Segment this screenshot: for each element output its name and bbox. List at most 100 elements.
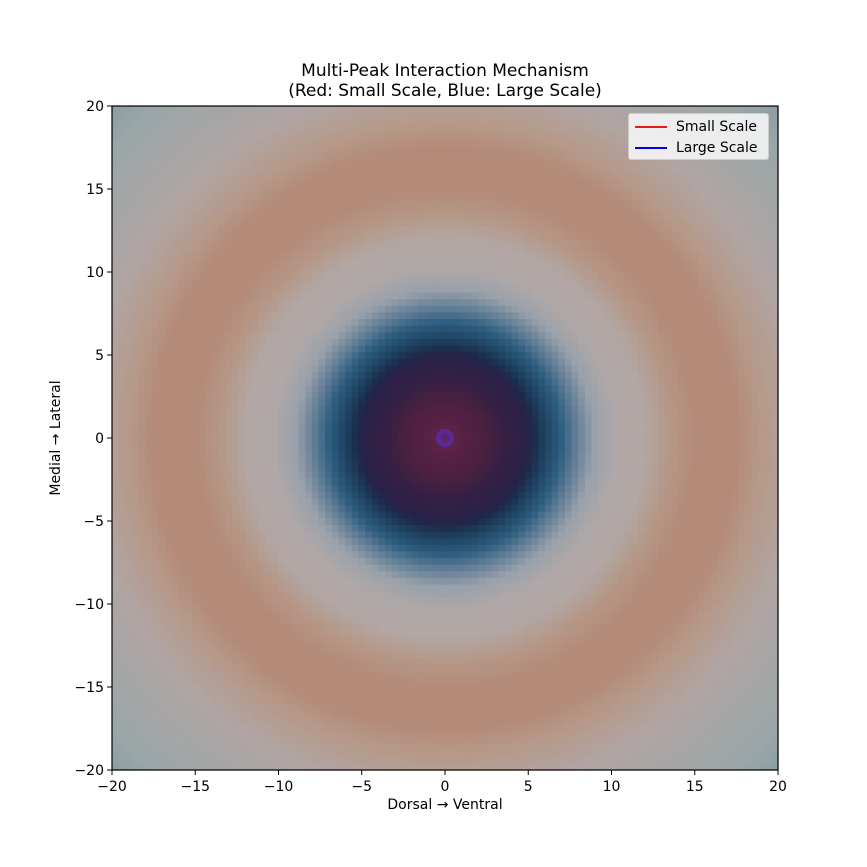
heatmap-cell	[405, 497, 413, 505]
heatmap-cell	[218, 524, 226, 532]
heatmap-cell	[171, 683, 180, 691]
heatmap-cell	[331, 663, 340, 671]
heatmap-cell	[438, 298, 446, 306]
heatmap-cell	[331, 398, 340, 406]
heatmap-cell	[231, 544, 240, 552]
heatmap-cell	[165, 345, 173, 353]
heatmap-cell	[191, 710, 200, 718]
heatmap-cell	[118, 139, 126, 147]
heatmap-cell	[438, 677, 446, 685]
heatmap-cell	[278, 756, 286, 764]
heatmap-cell	[245, 205, 253, 213]
heatmap-cell	[338, 192, 346, 200]
heatmap-cell	[138, 743, 146, 751]
heatmap-cell	[251, 112, 260, 120]
heatmap-cell	[191, 630, 200, 638]
heatmap-cell	[425, 112, 433, 120]
heatmap-cell	[298, 404, 306, 413]
heatmap-cell	[298, 504, 306, 512]
heatmap-cell	[198, 364, 206, 373]
heatmap-cell	[265, 570, 273, 579]
heatmap-cell	[145, 232, 153, 240]
heatmap-cell	[331, 338, 340, 346]
heatmap-cell	[311, 637, 320, 645]
heatmap-cell	[431, 305, 439, 313]
heatmap-cell	[245, 584, 253, 592]
heatmap-cell	[338, 225, 346, 233]
heatmap-cell	[431, 291, 439, 300]
heatmap-cell	[238, 643, 246, 652]
heatmap-cell	[431, 451, 439, 459]
heatmap-cell	[285, 371, 293, 379]
heatmap-cell	[151, 524, 160, 532]
heatmap-cell	[371, 298, 379, 306]
heatmap-cell	[398, 763, 406, 771]
heatmap-cell	[158, 179, 166, 187]
heatmap-cell	[358, 364, 366, 373]
heatmap-cell	[218, 265, 226, 273]
heatmap-cell	[285, 424, 293, 432]
heatmap-cell	[258, 298, 266, 306]
heatmap-cell	[311, 710, 320, 718]
heatmap-cell	[438, 623, 446, 632]
heatmap-cell	[411, 677, 419, 685]
heatmap-cell	[245, 411, 253, 419]
heatmap-cell	[178, 112, 186, 120]
heatmap-cell	[185, 238, 193, 247]
heatmap-cell	[391, 159, 399, 167]
heatmap-cell	[151, 736, 160, 745]
heatmap-cell	[118, 530, 126, 539]
heatmap-cell	[205, 198, 213, 207]
heatmap-cell	[298, 398, 306, 406]
heatmap-cell	[371, 524, 379, 532]
heatmap-cell	[245, 325, 253, 333]
heatmap-cell	[438, 650, 446, 658]
heatmap-cell	[298, 451, 306, 459]
heatmap-cell	[405, 477, 413, 486]
heatmap-cell	[171, 477, 180, 486]
heatmap-cell	[431, 557, 439, 565]
heatmap-cell	[411, 617, 419, 625]
heatmap-cell	[298, 683, 306, 691]
heatmap-cell	[231, 338, 240, 346]
heatmap-cell	[365, 570, 373, 579]
heatmap-cell	[118, 378, 126, 386]
heatmap-cell	[178, 212, 186, 220]
heatmap-cell	[358, 511, 366, 519]
heatmap-cell	[138, 544, 146, 552]
heatmap-cell	[391, 245, 399, 253]
heatmap-cell	[398, 517, 406, 525]
heatmap-cell	[378, 643, 386, 652]
heatmap-cell	[291, 424, 300, 432]
heatmap-cell	[298, 517, 306, 525]
heatmap-cell	[305, 597, 313, 605]
heatmap-cell	[405, 690, 413, 698]
heatmap-cell	[258, 610, 266, 618]
heatmap-cell	[278, 524, 286, 532]
heatmap-cell	[278, 444, 286, 452]
heatmap-cell	[171, 557, 180, 565]
heatmap-cell	[185, 743, 193, 751]
heatmap-cell	[165, 311, 173, 320]
heatmap-cell	[391, 464, 399, 472]
heatmap-cell	[398, 723, 406, 731]
heatmap-cell	[391, 743, 399, 751]
heatmap-cell	[265, 119, 273, 127]
heatmap-cell	[338, 477, 346, 486]
heatmap-cell	[158, 504, 166, 512]
heatmap-cell	[165, 238, 173, 247]
heatmap-cell	[245, 497, 253, 505]
heatmap-cell	[231, 723, 240, 731]
heatmap-cell	[185, 152, 193, 160]
heatmap-cell	[225, 690, 233, 698]
heatmap-cell	[112, 690, 120, 698]
heatmap-cell	[331, 584, 340, 592]
heatmap-cell	[151, 650, 160, 658]
heatmap-cell	[351, 457, 360, 466]
heatmap-cell	[178, 179, 186, 187]
heatmap-cell	[418, 391, 426, 399]
heatmap-cell	[218, 218, 226, 227]
heatmap-cell	[425, 165, 433, 173]
heatmap-cell	[171, 391, 180, 399]
heatmap-cell	[218, 358, 226, 366]
